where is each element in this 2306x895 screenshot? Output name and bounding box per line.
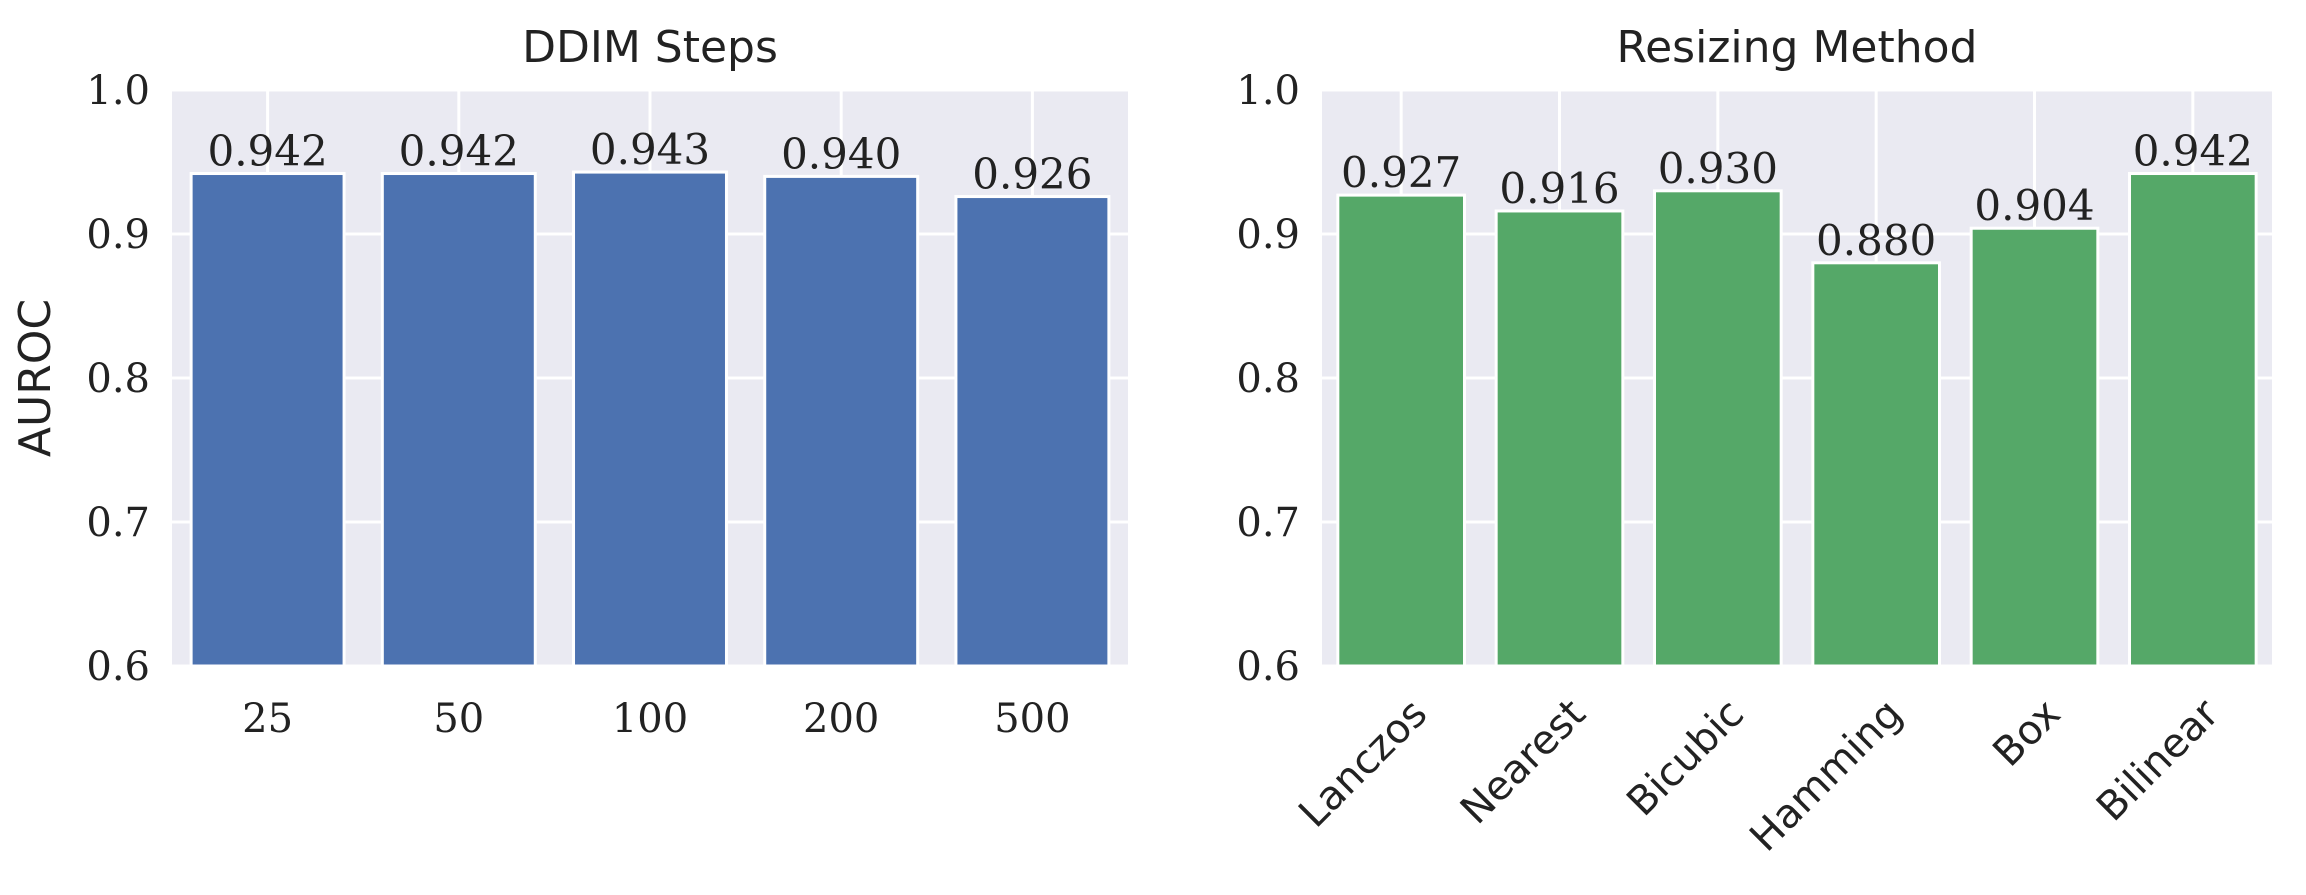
x-tick-label: Bilinear <box>2088 690 2228 830</box>
chart-title: DDIM Steps <box>522 22 778 73</box>
y-tick-label: 0.6 <box>86 644 150 690</box>
bar <box>572 170 728 668</box>
y-tick-label: 0.6 <box>1236 644 1300 690</box>
y-tick-label: 1.0 <box>1236 68 1300 114</box>
y-tick-label: 0.7 <box>86 500 150 546</box>
data-label: 0.943 <box>590 125 710 174</box>
bar <box>954 195 1111 668</box>
chart-resizing-method: 0.6 0.7 0.8 0.9 1.0 0.927 Lanczos 0.916 Nearest 0… <box>1236 22 2272 861</box>
bar <box>1653 189 1783 668</box>
x-tick-label: Box <box>1984 691 2069 776</box>
bar <box>1969 226 2100 668</box>
data-label: 0.942 <box>2133 127 2253 176</box>
bar <box>189 172 346 668</box>
bar <box>1811 261 1942 668</box>
data-label: 0.916 <box>1499 164 1619 213</box>
data-label: 0.930 <box>1658 144 1778 193</box>
y-tick-label: 0.9 <box>1236 212 1300 258</box>
data-label: 0.942 <box>399 127 519 176</box>
data-label: 0.926 <box>972 150 1092 199</box>
data-label: 0.880 <box>1816 216 1936 265</box>
x-tick-label: Bicubic <box>1618 691 1753 826</box>
bar <box>763 174 920 668</box>
x-tick-label: 25 <box>242 696 293 742</box>
data-label: 0.927 <box>1341 148 1461 197</box>
x-tick-label: Nearest <box>1452 691 1595 834</box>
x-tick-label: Lanczos <box>1290 691 1436 837</box>
bar <box>380 172 537 668</box>
x-tick-label: 50 <box>433 696 484 742</box>
y-tick-label: 0.7 <box>1236 500 1300 546</box>
x-tick-label: 100 <box>612 696 688 742</box>
chart-title: Resizing Method <box>1617 22 1978 73</box>
x-tick-label: 200 <box>803 696 879 742</box>
bar <box>1336 193 1467 668</box>
bar <box>2128 172 2258 668</box>
y-axis-label: AUROC <box>10 299 61 457</box>
x-tick-label: Hamming <box>1741 691 1911 861</box>
data-label: 0.940 <box>781 129 901 178</box>
y-tick-label: 0.8 <box>1236 356 1300 402</box>
y-tick-label: 0.8 <box>86 356 150 402</box>
data-label: 0.942 <box>207 127 327 176</box>
y-tick-label: 0.9 <box>86 212 150 258</box>
chart-ddim-steps: 0.6 0.7 0.8 0.9 1.0 0.942 25 0.942 50 0.943 100 0.9… <box>10 22 1128 742</box>
data-label: 0.904 <box>1974 181 2094 230</box>
bar <box>1494 209 1625 668</box>
y-tick-label: 1.0 <box>86 68 150 114</box>
x-tick-label: 500 <box>994 696 1070 742</box>
